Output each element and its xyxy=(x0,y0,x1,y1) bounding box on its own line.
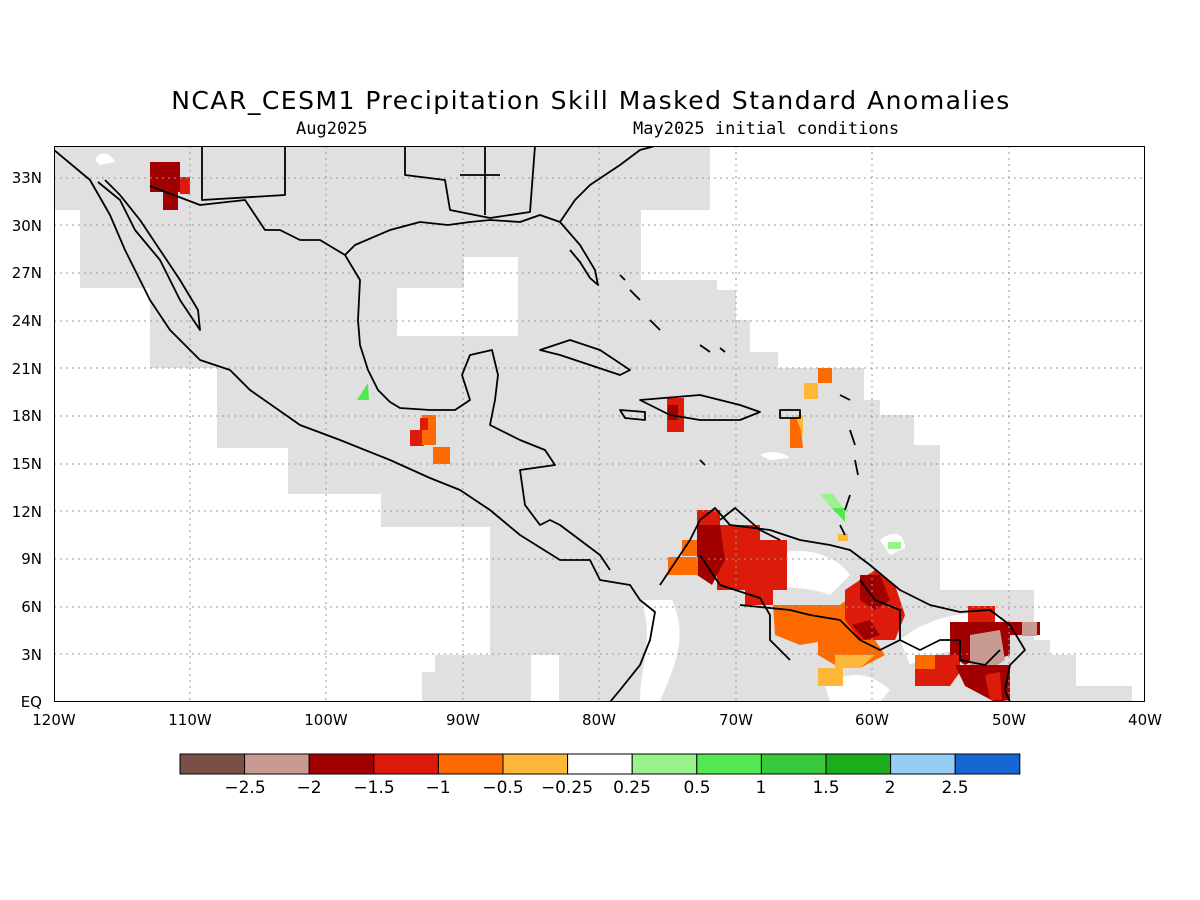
lon-label-40w: 40W xyxy=(1128,711,1162,729)
colorbar-label: 0.25 xyxy=(613,778,651,798)
lat-label-27n: 27N xyxy=(12,264,42,282)
lat-label-24n: 24N xyxy=(12,312,42,330)
lon-label-120w: 120W xyxy=(32,711,76,729)
anomaly-shading xyxy=(150,162,1040,702)
colorbar-swatch xyxy=(437,753,504,775)
colorbar xyxy=(179,753,1021,775)
colorbar-swatch xyxy=(179,753,246,775)
lon-label-80w: 80W xyxy=(582,711,616,729)
colorbar-label: 1.5 xyxy=(812,778,839,798)
colorbar-label: 1 xyxy=(756,778,767,798)
lat-label-12n: 12N xyxy=(12,503,42,521)
colorbar-swatch xyxy=(502,753,569,775)
colorbar-swatch xyxy=(890,753,956,775)
lon-label-100w: 100W xyxy=(304,711,348,729)
lat-label-6n: 6N xyxy=(21,598,42,616)
lat-label-30n: 30N xyxy=(12,217,42,235)
colorbar-swatch xyxy=(308,753,375,775)
lat-axis-labels: EQ 3N 6N 9N 12N 15N 18N 21N 24N 27N 30N … xyxy=(12,169,42,711)
colorbar-swatch xyxy=(696,753,762,775)
colorbar-label: −0.5 xyxy=(482,778,523,798)
colorbar-swatch xyxy=(760,753,827,775)
lat-label-eq: EQ xyxy=(21,693,42,711)
colorbar-labels: −2.5 −2 −1.5 −1 −0.5 −0.25 0.25 0.5 1 1.… xyxy=(224,778,968,798)
lon-label-50w: 50W xyxy=(992,711,1026,729)
lon-axis-labels: 120W 110W 100W 90W 80W 70W 60W 50W 40W xyxy=(32,711,1162,729)
lon-label-70w: 70W xyxy=(719,711,753,729)
colorbar-label: 0.5 xyxy=(683,778,710,798)
colorbar-label: −1.5 xyxy=(353,778,394,798)
lon-label-110w: 110W xyxy=(168,711,212,729)
colorbar-swatch xyxy=(244,753,310,775)
colorbar-label: −2 xyxy=(296,778,321,798)
lat-label-33n: 33N xyxy=(12,169,42,187)
lon-label-90w: 90W xyxy=(446,711,480,729)
lat-label-15n: 15N xyxy=(12,455,42,473)
colorbar-swatch xyxy=(631,753,698,775)
valid-month: Aug2025 xyxy=(296,119,368,139)
lon-label-60w: 60W xyxy=(855,711,889,729)
colorbar-label: −1 xyxy=(425,778,450,798)
lat-label-9n: 9N xyxy=(21,550,42,568)
colorbar-swatch xyxy=(373,753,439,775)
colorbar-swatch xyxy=(567,753,633,775)
lat-label-21n: 21N xyxy=(12,360,42,378)
colorbar-swatch xyxy=(825,753,892,775)
coastlines xyxy=(54,146,1026,702)
colorbar-label: −2.5 xyxy=(224,778,265,798)
colorbar-label: −0.25 xyxy=(541,778,593,798)
lat-label-18n: 18N xyxy=(12,407,42,425)
init-conditions: May2025 initial conditions xyxy=(633,119,900,139)
colorbar-label: 2.5 xyxy=(941,778,968,798)
gridlines xyxy=(54,146,1145,702)
map-plot-area xyxy=(54,146,1145,702)
colorbar-swatch xyxy=(954,753,1021,775)
map-title: NCAR_CESM1 Precipitation Skill Masked St… xyxy=(171,86,1011,115)
lat-label-3n: 3N xyxy=(21,646,42,664)
colorbar-label: 2 xyxy=(885,778,896,798)
